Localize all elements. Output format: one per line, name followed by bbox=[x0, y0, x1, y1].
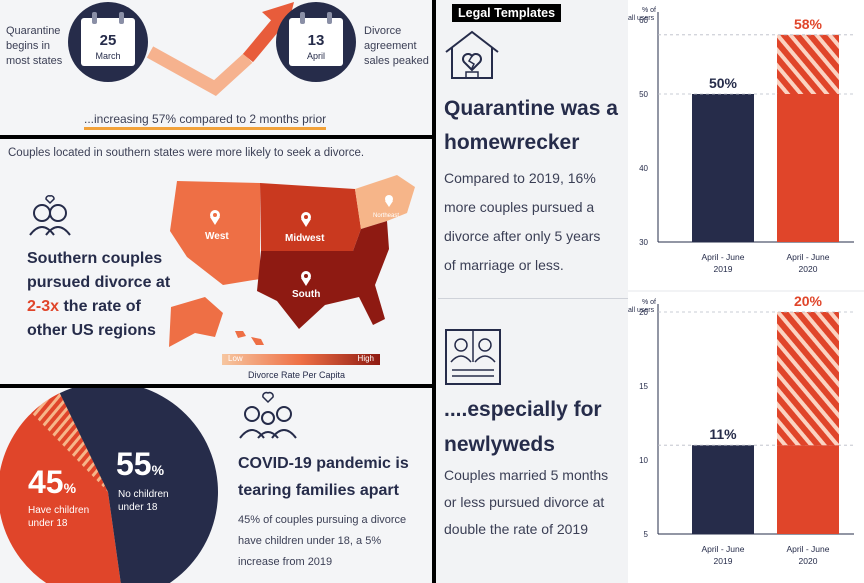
chart1-value-label: 58% bbox=[794, 16, 823, 32]
chart2-ytick: 5 bbox=[644, 530, 649, 539]
chart2-bar-2019 bbox=[692, 445, 754, 534]
chart2-bar-2020 bbox=[777, 445, 839, 534]
divorce-peak-text: Divorce agreement sales peaked bbox=[364, 25, 429, 67]
legend-gradient: Low High bbox=[222, 354, 380, 365]
label-children: Have children under 18 bbox=[28, 505, 90, 529]
family-icon bbox=[239, 391, 297, 439]
pct-children: 45% bbox=[28, 464, 77, 500]
header-badge: Legal Templates bbox=[452, 4, 562, 22]
chart1-ylabel-2: all users bbox=[628, 15, 655, 22]
chart1-category-label: April - June bbox=[702, 252, 745, 262]
region-alaska bbox=[169, 297, 223, 347]
label-midwest: Midwest bbox=[285, 233, 325, 244]
pie-body: 45% of couples pursuing a divorce have ch… bbox=[238, 514, 407, 568]
pie-chart bbox=[0, 388, 218, 583]
right-panel: Legal Templates Quarantine was a homewrec… bbox=[436, 0, 864, 583]
calendar-icon-march: 25 March bbox=[68, 2, 148, 82]
region-hawaii bbox=[235, 331, 264, 345]
timeline-caption: ...increasing 57% compared to 2 months p… bbox=[84, 112, 327, 130]
chart1-value-label: 50% bbox=[709, 75, 738, 91]
label-northeast: Northeast bbox=[373, 213, 399, 219]
rate-highlight: 2-3x bbox=[27, 298, 60, 315]
chart1-bar-2019 bbox=[692, 94, 754, 242]
section1-body: Compared to 2019, 16% more couples pursue… bbox=[444, 170, 601, 273]
section2-body: Couples married 5 months or less pursued … bbox=[444, 467, 609, 537]
section1-headline: Quarantine was a homewrecker bbox=[444, 97, 618, 154]
couple-icon bbox=[29, 195, 71, 236]
broken-heart-house-icon bbox=[445, 30, 499, 79]
pin-icon-south bbox=[301, 271, 311, 286]
chart2-value-label: 20% bbox=[794, 293, 823, 309]
pie-panel: 45% Have children under 18 55% No childre… bbox=[0, 388, 432, 583]
pie-slice-children-increase bbox=[31, 393, 109, 492]
chart2-ytick: 20 bbox=[639, 308, 648, 317]
chart2-card: % of all users 5 10 15 20 11% April - June 2019 2… bbox=[628, 292, 864, 583]
map-headline: Southern couples pursued divorce at 2-3x… bbox=[27, 250, 171, 339]
region-south bbox=[257, 221, 389, 329]
chart1-card: % of all users 30 40 50 60 50% April - June 2019… bbox=[628, 0, 864, 290]
map-panel: Couples located in southern states were … bbox=[0, 139, 432, 384]
label-south: South bbox=[292, 289, 320, 300]
legend-title: Divorce Rate Per Capita bbox=[248, 370, 346, 380]
chart2-value-label: 11% bbox=[709, 426, 737, 442]
chart2-ylabel-2: all users bbox=[628, 307, 655, 314]
pin-icon-midwest bbox=[301, 212, 311, 227]
label-west: West bbox=[205, 231, 229, 242]
pin-icon-northeast bbox=[385, 195, 393, 207]
calendar-icon-april: 13 April bbox=[276, 2, 356, 82]
chart2-ylabel-1: % of bbox=[642, 299, 656, 306]
chart1-ytick: 60 bbox=[639, 16, 648, 25]
timeline-panel: Quarantine begins in most states 25 March … bbox=[0, 0, 432, 135]
region-northeast bbox=[355, 175, 415, 229]
chart1-bar-2020-increase bbox=[777, 34, 839, 94]
chart2-category-label: April - June bbox=[787, 544, 830, 554]
label-no-children: No children under 18 bbox=[118, 489, 169, 513]
divorce-certificate-icon bbox=[445, 329, 501, 385]
chart1-category-label: 2019 bbox=[714, 264, 733, 274]
chart1-bar-2020 bbox=[777, 94, 839, 242]
pin-icon-west bbox=[210, 210, 220, 225]
chart1-ytick: 40 bbox=[639, 164, 648, 173]
pie-headline: COVID-19 pandemic is tearing families apa… bbox=[238, 455, 409, 499]
chart1-category-label: 2020 bbox=[799, 264, 818, 274]
chart2-ytick: 15 bbox=[639, 382, 648, 391]
divider-line bbox=[438, 298, 628, 299]
map-intro: Couples located in southern states were … bbox=[8, 147, 365, 159]
chart2-bar-2020-increase bbox=[777, 312, 839, 446]
chart1-ytick: 30 bbox=[639, 238, 648, 247]
region-west bbox=[170, 181, 260, 285]
chart2-category-label: 2019 bbox=[714, 556, 733, 566]
chart1-ylabel-1: % of bbox=[642, 7, 656, 14]
pie-slice-children bbox=[0, 393, 121, 583]
us-map: West Midwest Northeast South bbox=[169, 175, 415, 347]
chart1-category-label: April - June bbox=[787, 252, 830, 262]
chart2-ytick: 10 bbox=[639, 456, 648, 465]
pie-chart-clip: 45% Have children under 18 55% No childre… bbox=[0, 388, 220, 583]
section2-headline: ....especially for newlyweds bbox=[444, 398, 602, 456]
chart1-ytick: 50 bbox=[639, 90, 648, 99]
chart2-category-label: 2020 bbox=[799, 556, 818, 566]
pie-slice-no-children bbox=[59, 388, 218, 583]
pct-no-children: 55% bbox=[116, 446, 165, 482]
chart2-category-label: April - June bbox=[702, 544, 745, 554]
quarantine-text: Quarantine begins in most states bbox=[6, 25, 63, 67]
